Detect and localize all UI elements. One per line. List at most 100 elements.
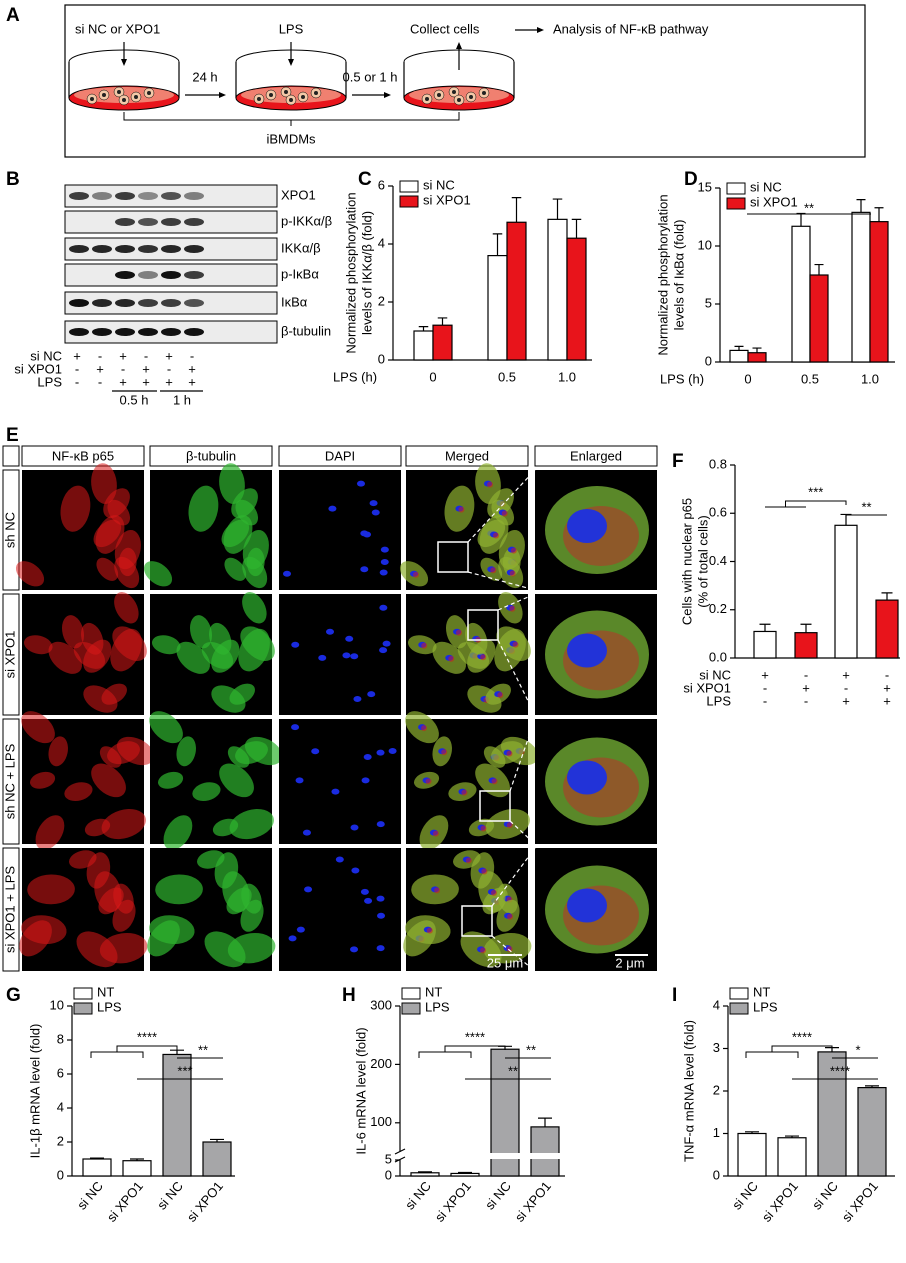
- y-tick-label: 10: [50, 997, 64, 1012]
- bar: [506, 221, 527, 361]
- nucleus: [304, 886, 313, 893]
- bar: [777, 1137, 807, 1177]
- panel-label: B: [6, 169, 20, 190]
- nucleus: [379, 604, 388, 611]
- cell-body: [48, 736, 68, 767]
- error-bar: [745, 1131, 759, 1134]
- blot-band: [138, 328, 158, 336]
- error-bar: [492, 233, 503, 256]
- y-tick-label: 0: [57, 1167, 64, 1182]
- cell-body: [81, 622, 104, 655]
- significance: **: [508, 1063, 518, 1078]
- step-label: Analysis of NF-κB pathway: [553, 21, 709, 36]
- zoom-line: [509, 820, 536, 845]
- y-axis-label: IL-6 mRNA level (fold): [353, 1027, 368, 1154]
- nucleus: [376, 945, 385, 952]
- bar: [857, 1086, 887, 1177]
- nucleus: [350, 824, 359, 831]
- y-tick-label: 4: [713, 997, 720, 1012]
- time-label: 0.5 h: [120, 392, 149, 407]
- overlap: [501, 510, 508, 517]
- bar: [566, 237, 587, 361]
- condition-sign: -: [804, 693, 808, 708]
- cell-body: [235, 741, 268, 765]
- overlap: [493, 532, 500, 539]
- legend-label: NT: [425, 984, 442, 999]
- cell-body: [209, 622, 232, 655]
- error-bar: [571, 218, 582, 239]
- panel-a-frame: [64, 4, 866, 158]
- protein-label: p-IκBα: [281, 266, 319, 281]
- overlap: [461, 789, 468, 796]
- y-tick-label: 0.8: [709, 456, 727, 471]
- x-tick-label: si XPO1: [839, 1178, 881, 1224]
- nucleus: [295, 777, 304, 784]
- blot-band: [92, 299, 112, 307]
- x-tick-label: si NC: [74, 1178, 106, 1212]
- legend-label: LPS: [753, 999, 778, 1014]
- y-tick-label: 4: [378, 235, 385, 250]
- y-tick-label: 0.6: [709, 505, 727, 520]
- column-header-box: [21, 445, 145, 467]
- nucleus: [363, 531, 372, 538]
- error-bar: [856, 199, 866, 213]
- bar: [82, 1158, 112, 1177]
- error-bar: [800, 623, 812, 633]
- significance: ***: [808, 484, 823, 499]
- cell-body: [84, 818, 111, 837]
- nucleus: [117, 90, 121, 94]
- y-tick-label: 300: [370, 997, 392, 1012]
- cell-body: [188, 485, 219, 532]
- error-bar: [840, 513, 852, 526]
- cell-body: [242, 556, 268, 589]
- error-bar: [210, 1138, 224, 1142]
- condition-sign: +: [802, 680, 810, 695]
- blot-band: [69, 192, 89, 200]
- cell-body: [224, 557, 247, 581]
- error-bar: [90, 1157, 104, 1159]
- x-tick-label: si NC: [402, 1178, 434, 1212]
- condition-sign: -: [167, 361, 171, 376]
- legend-label: NT: [97, 984, 114, 999]
- enlarged-nucleus: [567, 633, 607, 668]
- legend-swatch: [726, 197, 746, 210]
- nucleus: [90, 97, 94, 101]
- nucleus: [360, 888, 369, 895]
- x-tick-label: si NC: [729, 1178, 761, 1212]
- column-header-box: [149, 445, 273, 467]
- condition-label: LPS: [37, 374, 62, 389]
- panel-label: D: [684, 169, 698, 190]
- legend-swatch: [401, 1002, 421, 1015]
- panel-label: H: [342, 985, 356, 1006]
- cell-body: [151, 635, 181, 655]
- cell-body: [155, 874, 203, 905]
- x-tick-label: 0: [744, 371, 751, 386]
- y-axis-label: levels of IKKα/β (fold): [359, 211, 374, 335]
- row-label: si XPO1: [2, 631, 17, 679]
- bar: [747, 352, 767, 363]
- overlap: [426, 927, 433, 934]
- nucleus: [371, 509, 380, 516]
- blot-band: [161, 299, 181, 307]
- y-axis-label: TNF-α mRNA level (fold): [681, 1020, 696, 1162]
- nucleus: [284, 90, 288, 94]
- y-tick-label: 6: [57, 1065, 64, 1080]
- significance: **: [526, 1042, 536, 1057]
- cell-body: [27, 874, 75, 905]
- error-bar: [458, 1171, 472, 1174]
- legend-swatch: [401, 987, 421, 1000]
- protein-label: IκBα: [281, 294, 308, 309]
- cell-body: [242, 592, 267, 624]
- legend-swatch: [399, 180, 419, 193]
- overlap: [506, 946, 513, 953]
- blot-band: [184, 271, 204, 279]
- cell-body: [114, 592, 139, 624]
- cell-body: [204, 931, 246, 968]
- x-axis-label: LPS (h): [333, 369, 377, 384]
- blot-band: [138, 271, 158, 279]
- bar: [875, 599, 899, 659]
- condition-sign: -: [844, 680, 848, 695]
- cell-body: [235, 499, 259, 526]
- blot-band: [184, 245, 204, 253]
- cell-body: [76, 931, 118, 968]
